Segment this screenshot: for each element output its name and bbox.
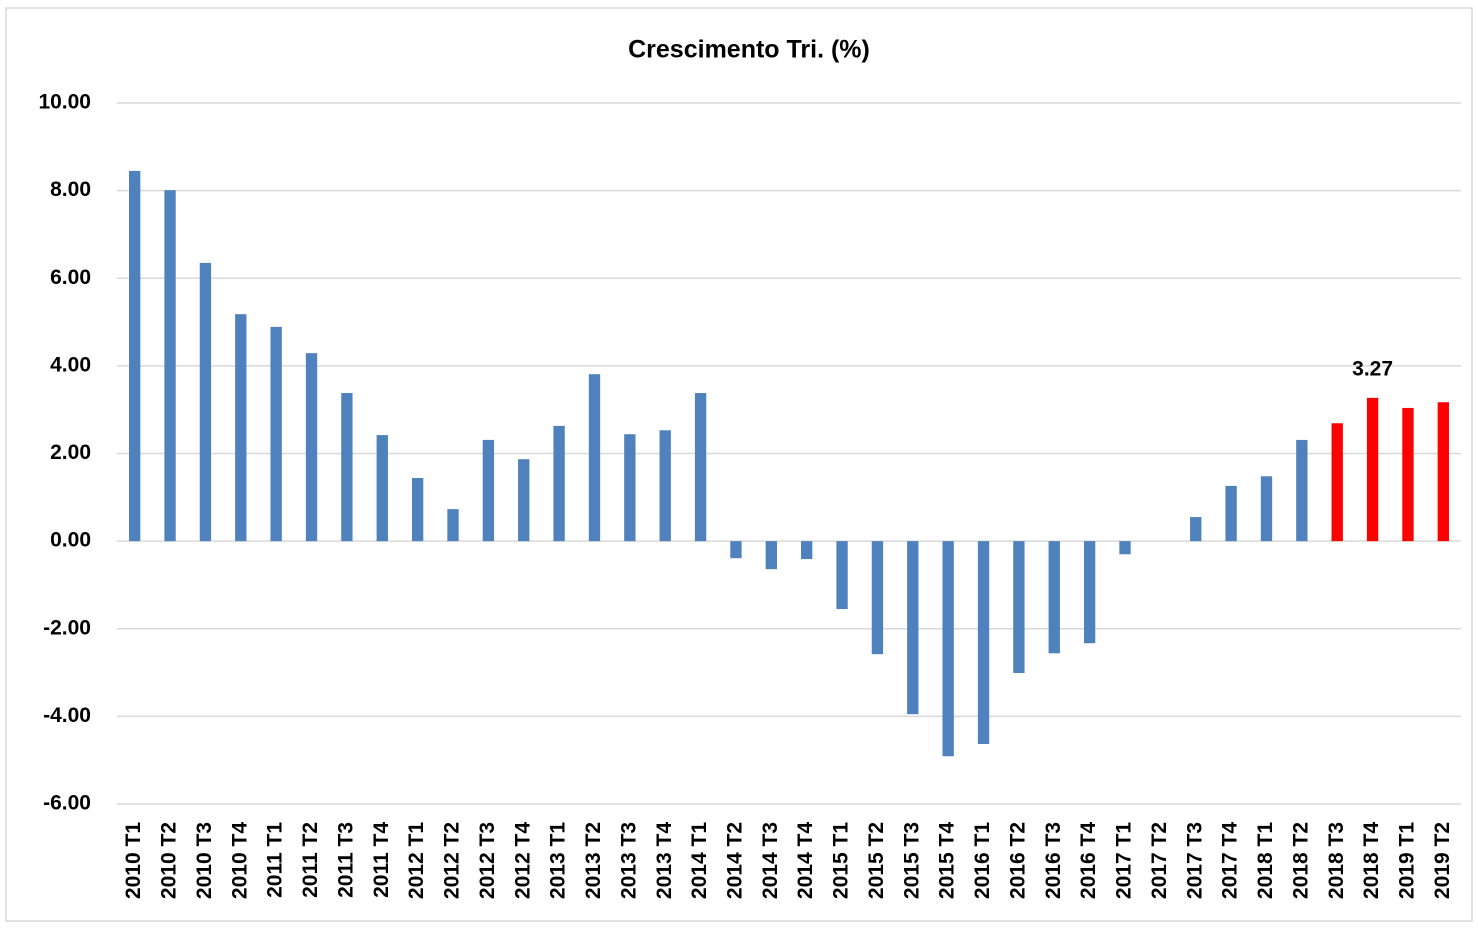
x-tick-label: 2012 T4	[511, 822, 534, 899]
bar	[1296, 439, 1308, 542]
bar	[270, 326, 282, 542]
bar	[1119, 541, 1131, 555]
x-tick-label: 2016 T2	[1006, 822, 1029, 899]
bar	[1013, 541, 1025, 674]
data-label: 3.27	[1352, 357, 1393, 380]
bar	[1437, 402, 1449, 542]
bar	[164, 190, 176, 542]
bar	[624, 434, 636, 542]
bar	[942, 541, 954, 757]
bar	[1083, 541, 1096, 644]
x-tick-label: 2010 T2	[158, 822, 181, 899]
bar	[482, 439, 495, 542]
chart-frame	[5, 7, 1473, 922]
x-tick-label: 2012 T1	[405, 822, 428, 899]
x-tick-label: 2018 T2	[1289, 822, 1312, 899]
bar	[199, 262, 212, 542]
x-tick-label: 2015 T2	[865, 822, 888, 899]
bar	[129, 170, 141, 542]
x-tick-label: 2012 T3	[476, 822, 499, 899]
x-tick-label: 2015 T4	[936, 822, 959, 899]
x-tick-label: 2018 T3	[1325, 822, 1348, 899]
x-tick-label: 2014 T4	[794, 822, 817, 899]
bar	[1048, 541, 1060, 654]
x-tick-label: 2011 T2	[299, 822, 322, 898]
bar	[1190, 517, 1202, 542]
y-tick-label: -2.00	[43, 616, 91, 639]
x-tick-label: 2018 T1	[1254, 822, 1277, 899]
x-tick-label: 2015 T1	[830, 822, 853, 899]
bar	[907, 541, 919, 715]
bar	[1225, 485, 1237, 542]
y-tick-label: 6.00	[50, 266, 91, 289]
x-tick-label: 2014 T3	[759, 822, 782, 899]
bar	[1331, 423, 1343, 542]
y-tick-label: -4.00	[43, 704, 91, 727]
y-tick-label: -6.00	[43, 792, 91, 815]
bar	[730, 541, 742, 559]
bar	[1260, 476, 1273, 542]
y-tick-label: 8.00	[50, 178, 91, 201]
x-tick-label: 2013 T1	[547, 822, 570, 899]
x-tick-label: 2013 T4	[653, 822, 676, 899]
y-tick-label: 4.00	[50, 353, 91, 376]
x-tick-label: 2016 T3	[1042, 822, 1065, 899]
bar	[659, 430, 671, 542]
bar	[341, 393, 353, 542]
bar	[588, 374, 601, 542]
y-tick-label: 0.00	[50, 529, 91, 552]
bar	[376, 435, 388, 542]
bar	[871, 541, 884, 655]
x-tick-label: 2011 T1	[264, 822, 287, 898]
x-tick-label: 2015 T3	[900, 822, 923, 899]
x-tick-label: 2019 T1	[1395, 822, 1418, 899]
bar	[765, 541, 777, 570]
x-tick-label: 2010 T4	[228, 822, 251, 899]
x-tick-label: 2010 T3	[193, 822, 216, 899]
bar	[235, 314, 247, 542]
x-tick-label: 2011 T4	[370, 822, 393, 898]
x-tick-label: 2011 T3	[334, 822, 357, 898]
bar	[1402, 407, 1414, 542]
bar	[553, 425, 565, 542]
x-tick-label: 2017 T1	[1113, 822, 1136, 899]
bar	[518, 459, 530, 542]
bar	[447, 509, 459, 542]
bar	[977, 541, 990, 744]
x-tick-label: 2016 T1	[971, 822, 994, 899]
x-tick-label: 2013 T2	[582, 822, 605, 899]
x-tick-label: 2018 T4	[1360, 822, 1383, 899]
x-tick-label: 2017 T4	[1219, 822, 1242, 899]
y-tick-label: 2.00	[50, 441, 91, 464]
x-tick-label: 2012 T2	[441, 822, 464, 899]
bar	[694, 393, 707, 542]
x-tick-label: 2016 T4	[1077, 822, 1100, 899]
y-tick-label: 10.00	[38, 91, 91, 114]
bar	[1366, 397, 1379, 542]
bar	[801, 541, 813, 560]
x-tick-label: 2013 T3	[617, 822, 640, 899]
x-tick-label: 2014 T2	[723, 822, 746, 899]
x-tick-label: 2014 T1	[688, 822, 711, 899]
x-tick-label: 2017 T2	[1148, 822, 1171, 899]
x-tick-label: 2017 T3	[1183, 822, 1206, 899]
bar	[305, 353, 318, 542]
x-tick-label: 2010 T1	[122, 822, 145, 899]
x-tick-label: 2019 T2	[1431, 822, 1454, 899]
chart-title: Crescimento Tri. (%)	[628, 36, 870, 64]
bar	[836, 541, 848, 610]
bar	[411, 478, 424, 542]
